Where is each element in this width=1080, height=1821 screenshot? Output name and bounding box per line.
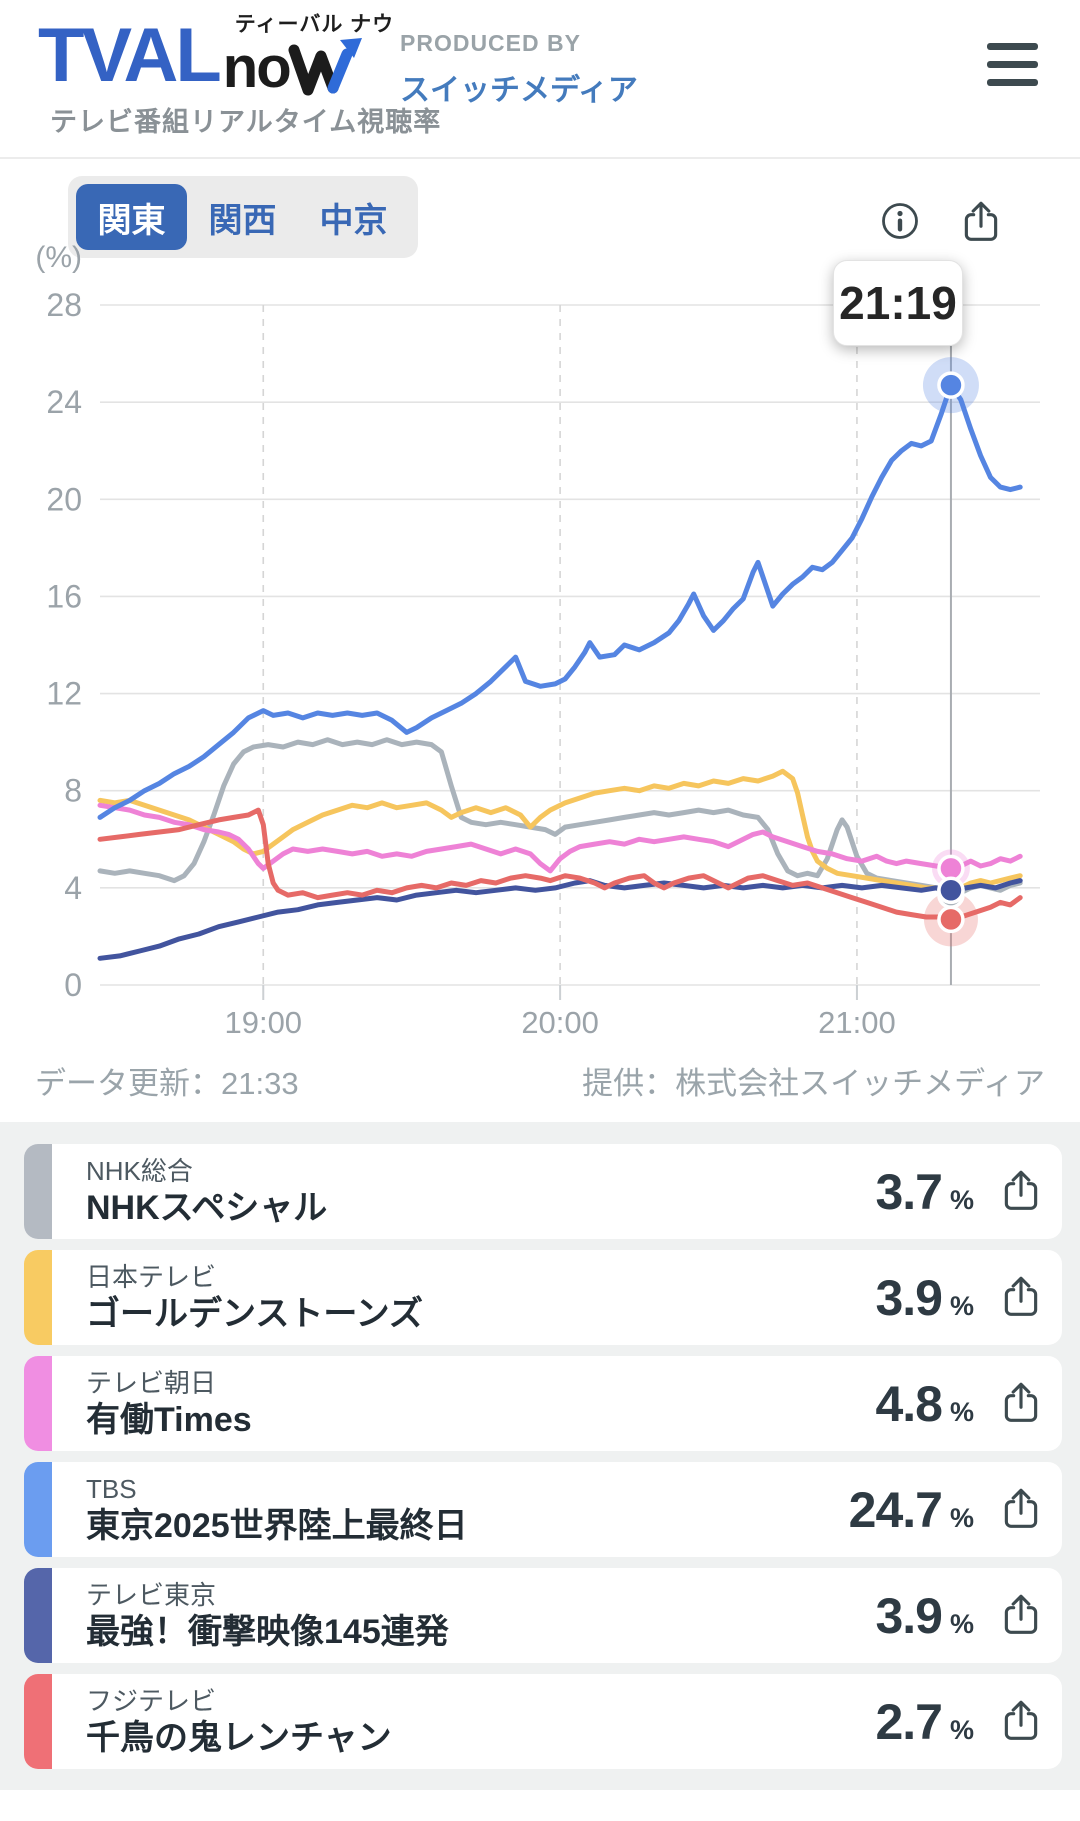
rating-unit: % bbox=[949, 1290, 974, 1321]
tab-kanto[interactable]: 関東 bbox=[76, 184, 187, 250]
channel-color-bar bbox=[24, 1250, 52, 1345]
svg-text:20:00: 20:00 bbox=[521, 1005, 599, 1040]
rating-chart[interactable]: (%) 28 24 20 16 12 8 4 0 19:00 20:00 21:00 21:19 bbox=[0, 239, 1080, 1050]
station-name: フジテレビ bbox=[86, 1685, 217, 1716]
rating-block: 3.7 % bbox=[875, 1163, 974, 1221]
svg-text:28: 28 bbox=[46, 287, 82, 323]
tab-kansai[interactable]: 関西 bbox=[208, 201, 277, 240]
station-name: TBS bbox=[86, 1473, 137, 1504]
row-share-button[interactable] bbox=[998, 1591, 1044, 1640]
channel-card-tbs[interactable]: TBS 東京2025世界陸上最終日 24.7 % bbox=[24, 1462, 1062, 1557]
header-divider bbox=[0, 157, 1080, 159]
program-title: 千鳥の鬼レンチャン bbox=[86, 1718, 392, 1757]
channel-color-bar bbox=[24, 1674, 52, 1769]
app-header: TVAL ティーバル ナウ no テレビ番組リアルタイム視聴率 PRODUCED… bbox=[0, 0, 1080, 159]
channel-color-bar bbox=[24, 1356, 52, 1451]
rating-unit: % bbox=[949, 1396, 974, 1427]
channel-color-bar bbox=[24, 1568, 52, 1663]
chart-tooltip: 21:19 bbox=[833, 260, 963, 346]
produced-by-block: PRODUCED BY スイッチメディア bbox=[400, 30, 638, 109]
row-share-button[interactable] bbox=[998, 1485, 1044, 1534]
channel-card-tx[interactable]: テレビ東京 最強！衝撃映像145連発 3.9 % bbox=[24, 1568, 1062, 1663]
share-icon bbox=[1004, 1170, 1038, 1210]
logo-subtitle: テレビ番組リアルタイム視聴率 bbox=[50, 107, 442, 137]
produced-by-label: PRODUCED BY bbox=[400, 30, 581, 56]
program-title: 最強！衝撃映像145連発 bbox=[86, 1612, 449, 1651]
producer-name[interactable]: スイッチメディア bbox=[400, 74, 638, 107]
provider-label: 提供：株式会社スイッチメディア bbox=[582, 1066, 1045, 1101]
channel-card-ex[interactable]: テレビ朝日 有働Times 4.8 % bbox=[24, 1356, 1062, 1451]
svg-text:(%): (%) bbox=[35, 241, 82, 274]
channel-color-bar bbox=[24, 1462, 52, 1557]
chart-footer: データ更新：21:33 提供：株式会社スイッチメディア bbox=[0, 1058, 1080, 1101]
rating-value: 3.9 bbox=[875, 1587, 943, 1644]
row-share-button[interactable] bbox=[998, 1273, 1044, 1322]
rating-unit: % bbox=[949, 1184, 974, 1215]
app-logo: TVAL ティーバル ナウ no テレビ番組リアルタイム視聴率 bbox=[38, 8, 441, 139]
rating-unit: % bbox=[949, 1714, 974, 1745]
rating-value: 3.7 bbox=[875, 1163, 943, 1220]
program-title: ゴールデンストーンズ bbox=[86, 1294, 423, 1333]
row-share-button[interactable] bbox=[998, 1379, 1044, 1428]
rating-block: 3.9 % bbox=[875, 1269, 974, 1327]
logo-ruby-text: ティーバル ナウ bbox=[234, 13, 395, 36]
svg-text:0: 0 bbox=[64, 967, 82, 1003]
data-updated-label: データ更新：21:33 bbox=[35, 1066, 299, 1101]
row-share-button[interactable] bbox=[998, 1697, 1044, 1746]
station-name: テレビ朝日 bbox=[86, 1367, 217, 1398]
region-tabbar: 関東 関西 中京 bbox=[68, 176, 418, 258]
share-icon bbox=[1004, 1700, 1038, 1740]
rating-unit: % bbox=[949, 1502, 974, 1533]
rating-unit: % bbox=[949, 1608, 974, 1639]
rating-value: 24.7 bbox=[848, 1481, 943, 1538]
logo-tval-text: TVAL bbox=[38, 13, 222, 98]
chart-actions bbox=[880, 198, 1004, 247]
svg-text:24: 24 bbox=[46, 384, 82, 420]
rating-block: 24.7 % bbox=[849, 1481, 974, 1539]
rating-value: 3.9 bbox=[875, 1269, 943, 1326]
share-icon bbox=[1004, 1382, 1038, 1422]
share-icon bbox=[964, 201, 998, 241]
svg-text:4: 4 bbox=[64, 870, 82, 906]
channel-color-bar bbox=[24, 1144, 52, 1239]
share-icon bbox=[1004, 1488, 1038, 1528]
channel-card-nhk[interactable]: NHK総合 NHKスペシャル 3.7 % bbox=[24, 1144, 1062, 1239]
program-title: NHKスペシャル bbox=[86, 1188, 328, 1227]
channel-card-cx[interactable]: フジテレビ 千鳥の鬼レンチャン 2.7 % bbox=[24, 1674, 1062, 1769]
chart-share-button[interactable] bbox=[958, 198, 1004, 247]
row-share-button[interactable] bbox=[998, 1167, 1044, 1216]
program-title: 東京2025世界陸上最終日 bbox=[86, 1506, 468, 1545]
svg-text:12: 12 bbox=[46, 676, 82, 712]
station-name: NHK総合 bbox=[86, 1155, 193, 1186]
svg-text:8: 8 bbox=[64, 773, 82, 809]
channel-card-ntv[interactable]: 日本テレビ ゴールデンストーンズ 3.9 % bbox=[24, 1250, 1062, 1345]
share-icon bbox=[1004, 1594, 1038, 1634]
rating-block: 4.8 % bbox=[875, 1375, 974, 1433]
rating-value: 4.8 bbox=[875, 1375, 943, 1432]
rating-block: 3.9 % bbox=[875, 1587, 974, 1645]
svg-text:20: 20 bbox=[46, 481, 82, 517]
channel-list: NHK総合 NHKスペシャル 3.7 % 日本テレビ ゴールデンストーンズ 3.… bbox=[0, 1122, 1080, 1790]
rating-value: 2.7 bbox=[875, 1693, 943, 1750]
svg-text:16: 16 bbox=[46, 578, 82, 614]
share-icon bbox=[1004, 1276, 1038, 1316]
station-name: テレビ東京 bbox=[86, 1579, 217, 1610]
rating-block: 2.7 % bbox=[875, 1693, 974, 1751]
program-title: 有働Times bbox=[86, 1400, 252, 1439]
station-name: 日本テレビ bbox=[86, 1261, 217, 1292]
logo-now-text: no bbox=[222, 35, 292, 100]
svg-text:21:00: 21:00 bbox=[818, 1005, 896, 1040]
tab-chukyo[interactable]: 中京 bbox=[319, 201, 388, 240]
svg-text:19:00: 19:00 bbox=[224, 1005, 302, 1040]
logo-arrow-w-icon bbox=[288, 38, 362, 96]
info-button[interactable] bbox=[880, 201, 920, 244]
info-icon bbox=[882, 203, 918, 239]
menu-hamburger-icon[interactable] bbox=[987, 43, 1038, 90]
